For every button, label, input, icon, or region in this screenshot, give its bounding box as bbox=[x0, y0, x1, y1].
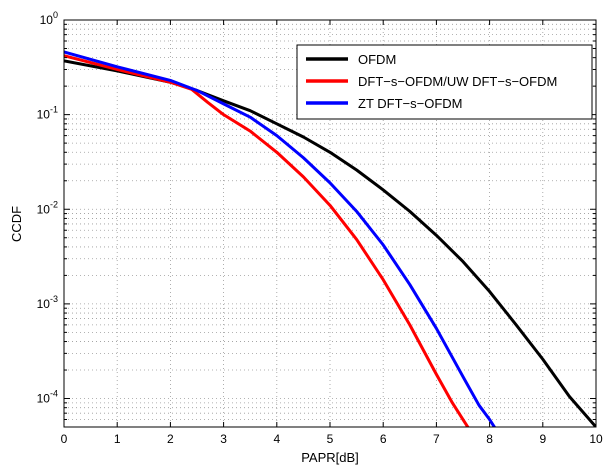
x-tick-label: 6 bbox=[380, 432, 387, 446]
y-tick-label-exponent: -3 bbox=[50, 294, 58, 304]
legend-label-dft-s-ofdm: DFT−s−OFDM/UW DFT−s−OFDM bbox=[358, 74, 557, 89]
x-tick-label: 4 bbox=[273, 432, 280, 446]
y-tick-label: 10-3 bbox=[37, 294, 58, 311]
legend-label-ofdm: OFDM bbox=[358, 52, 396, 67]
x-tick-label: 1 bbox=[114, 432, 121, 446]
x-tick-label: 3 bbox=[220, 432, 227, 446]
y-tick-label-exponent: 0 bbox=[53, 10, 58, 20]
y-tick-label-exponent: -1 bbox=[50, 105, 58, 115]
y-tick-label-base: 10 bbox=[37, 202, 51, 216]
y-tick-label-exponent: -2 bbox=[50, 199, 58, 209]
x-tick-label: 7 bbox=[433, 432, 440, 446]
x-tick-label: 5 bbox=[327, 432, 334, 446]
x-tick-labels: 0 1 2 3 4 5 6 7 8 9 10 bbox=[61, 432, 603, 446]
y-tick-label: 10-2 bbox=[37, 199, 58, 216]
y-tick-label-exponent: -4 bbox=[50, 389, 58, 399]
y-tick-label-base: 10 bbox=[37, 297, 51, 311]
y-tick-label-base: 10 bbox=[40, 13, 54, 27]
y-tick-label: 10-1 bbox=[37, 105, 58, 122]
x-tick-label: 10 bbox=[589, 432, 603, 446]
series-line-zt-dft-s-ofdm bbox=[64, 50, 497, 427]
x-tick-label: 0 bbox=[61, 432, 68, 446]
series-lines bbox=[64, 50, 596, 427]
grid bbox=[64, 20, 596, 427]
legend: OFDM DFT−s−OFDM/UW DFT−s−OFDM ZT DFT−s−O… bbox=[296, 44, 593, 120]
x-axis-label: PAPR[dB] bbox=[301, 450, 359, 465]
x-tick-label: 8 bbox=[486, 432, 493, 446]
legend-label-zt-dft-s-ofdm: ZT DFT−s−OFDM bbox=[358, 96, 462, 111]
y-tick-label: 10-4 bbox=[37, 389, 58, 406]
y-tick-label-base: 10 bbox=[37, 392, 51, 406]
x-tick-label: 9 bbox=[539, 432, 546, 446]
axis-ticks bbox=[63, 20, 597, 427]
y-tick-label-base: 10 bbox=[37, 108, 51, 122]
x-tick-label: 2 bbox=[167, 432, 174, 446]
y-tick-label: 100 bbox=[40, 10, 58, 27]
y-axis-label: CCDF bbox=[9, 206, 24, 242]
